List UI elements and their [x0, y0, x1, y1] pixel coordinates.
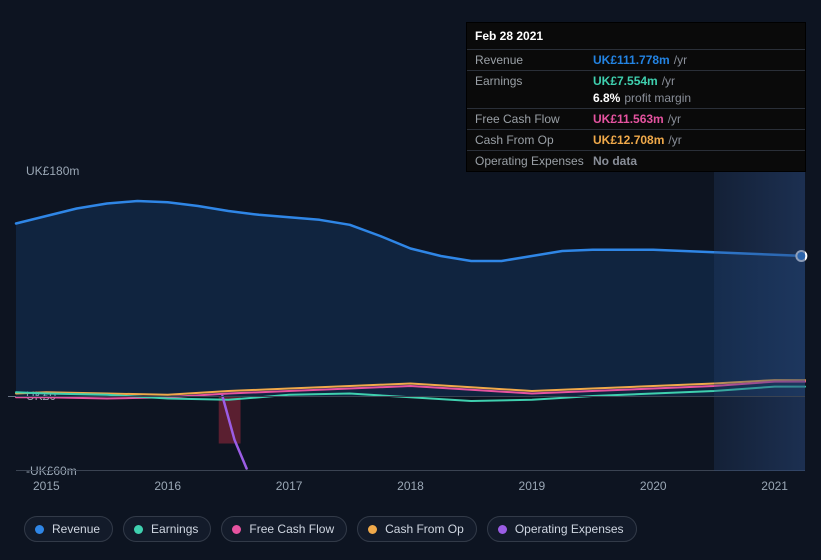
x-axis-label: 2020	[640, 479, 667, 493]
tooltip-value: UK£7.554m	[593, 74, 658, 88]
tooltip-suffix: /yr	[674, 53, 687, 67]
tooltip-panel: Feb 28 2021 RevenueUK£111.778m/yrEarning…	[466, 22, 806, 172]
legend-swatch	[232, 525, 241, 534]
tooltip-label: Operating Expenses	[475, 154, 593, 168]
legend-item-free-cash-flow[interactable]: Free Cash Flow	[221, 516, 347, 542]
legend-label: Operating Expenses	[515, 522, 624, 536]
legend-item-cash-from-op[interactable]: Cash From Op	[357, 516, 477, 542]
legend-swatch	[35, 525, 44, 534]
tooltip-row: Free Cash FlowUK£11.563m/yr	[467, 108, 805, 129]
legend-swatch	[368, 525, 377, 534]
x-axis-label: 2021	[761, 479, 788, 493]
x-axis: 2015 2016 2017 2018 2019 2020 2021	[16, 479, 805, 499]
plot-area[interactable]	[16, 171, 805, 471]
tooltip-label: Earnings	[475, 74, 593, 88]
zero-tick	[8, 396, 16, 397]
legend-label: Free Cash Flow	[249, 522, 334, 536]
tooltip-label: Revenue	[475, 53, 593, 67]
x-axis-label: 2015	[33, 479, 60, 493]
legend-swatch	[134, 525, 143, 534]
zero-axis-line	[16, 396, 805, 397]
legend-item-operating-expenses[interactable]: Operating Expenses	[487, 516, 637, 542]
legend-label: Cash From Op	[385, 522, 464, 536]
x-axis-label: 2019	[519, 479, 546, 493]
x-axis-label: 2018	[397, 479, 424, 493]
tooltip-value: UK£111.778m	[593, 53, 670, 67]
tooltip-value: UK£12.708m	[593, 133, 664, 147]
tooltip-date: Feb 28 2021	[467, 23, 805, 49]
tooltip-suffix: /yr	[662, 74, 675, 88]
legend-item-earnings[interactable]: Earnings	[123, 516, 211, 542]
tooltip-value: UK£11.563m	[593, 112, 664, 126]
tooltip-label: Free Cash Flow	[475, 112, 593, 126]
tooltip-suffix: profit margin	[624, 91, 691, 105]
tooltip-label: Cash From Op	[475, 133, 593, 147]
x-axis-label: 2017	[276, 479, 303, 493]
tooltip-suffix: /yr	[668, 133, 681, 147]
tooltip-row: EarningsUK£7.554m/yr	[467, 70, 805, 91]
tooltip-row: RevenueUK£111.778m/yr	[467, 49, 805, 70]
chart-area: UK£180mUK£0-UK£60m 201520162017201820192…	[16, 155, 805, 495]
future-projection-band	[714, 171, 805, 471]
tooltip-suffix: /yr	[668, 112, 681, 126]
chart-svg	[16, 171, 805, 471]
tooltip-row: Cash From OpUK£12.708m/yr	[467, 129, 805, 150]
tooltip-subrow: 6.8% profit margin	[467, 91, 805, 108]
tooltip-value: No data	[593, 154, 637, 168]
legend-item-revenue[interactable]: Revenue	[24, 516, 113, 542]
revenue-area	[16, 201, 805, 396]
legend-label: Earnings	[151, 522, 198, 536]
legend-label: Revenue	[52, 522, 100, 536]
legend: Revenue Earnings Free Cash Flow Cash From O…	[24, 516, 637, 542]
tooltip-row: Operating ExpensesNo data	[467, 150, 805, 171]
x-axis-label: 2016	[154, 479, 181, 493]
tooltip-value: 6.8%	[593, 91, 620, 105]
legend-swatch	[498, 525, 507, 534]
